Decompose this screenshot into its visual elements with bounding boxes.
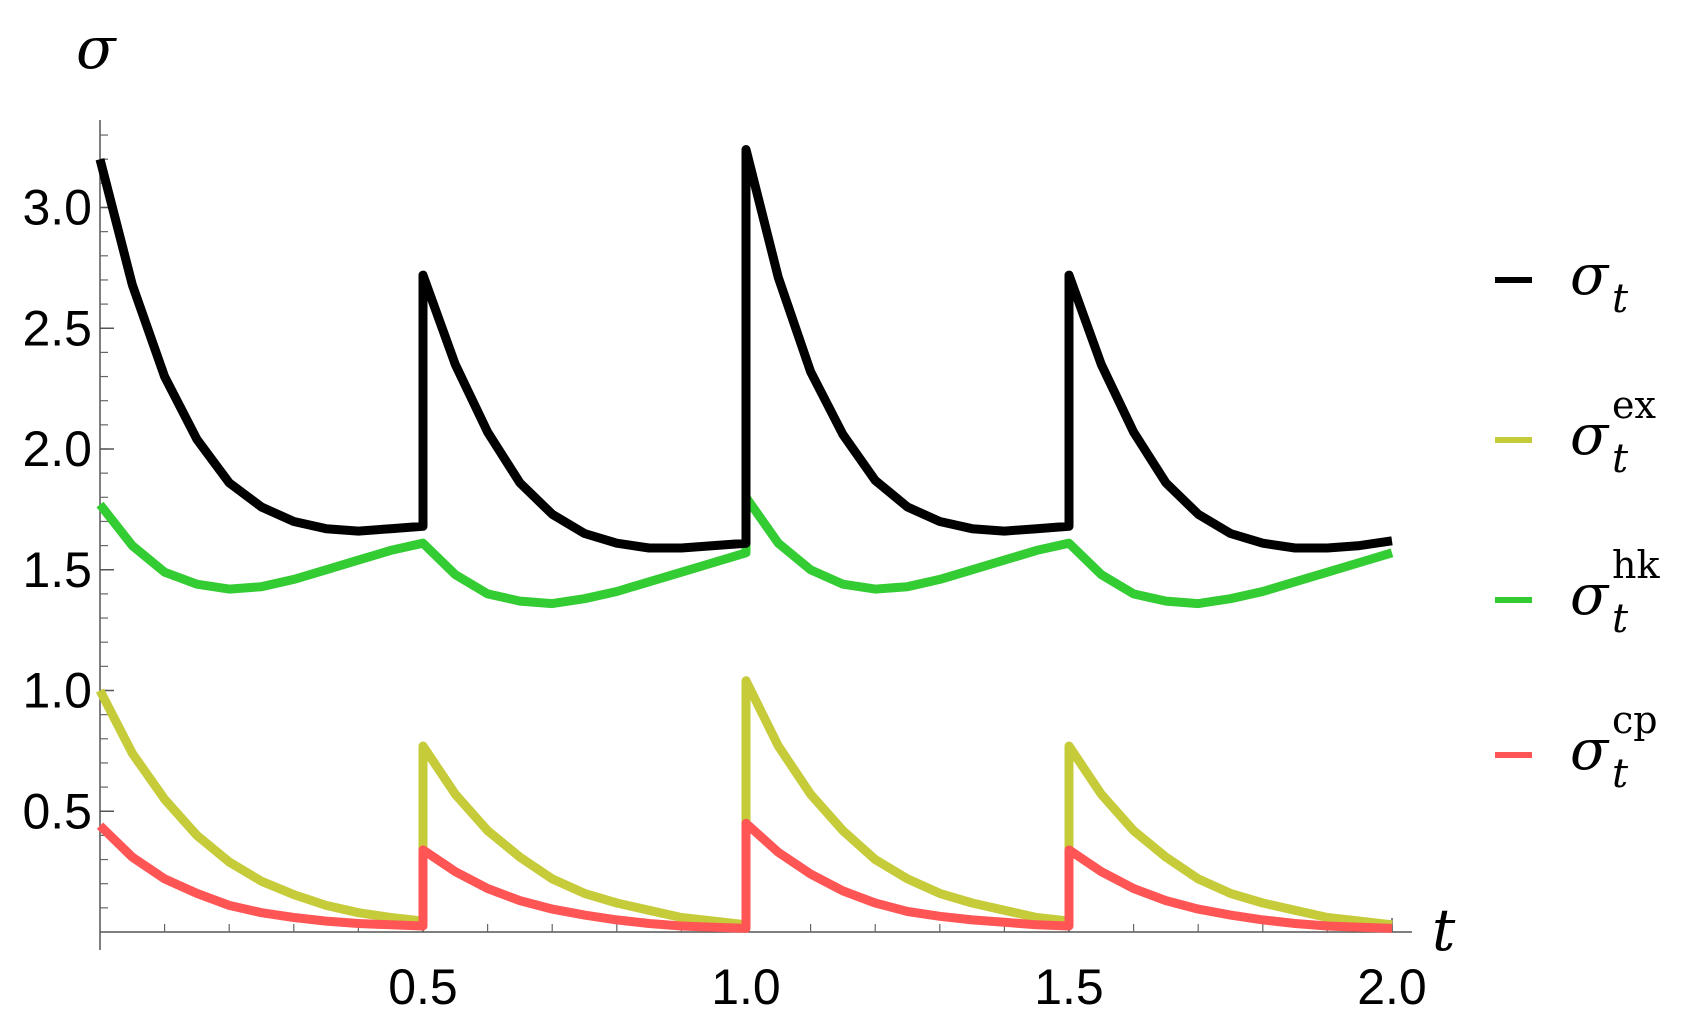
legend-subscript: t (1612, 276, 1629, 322)
y-tick-label: 2.5 (22, 300, 92, 356)
legend-subscript: t (1612, 436, 1629, 482)
y-ticks: 0.5 1.0 1.5 2.0 2.5 3.0 (22, 180, 114, 839)
legend-symbol: σ (1570, 243, 1610, 308)
legend-superscript: ex (1612, 383, 1656, 427)
legend-item: σ t cp (1495, 698, 1658, 797)
legend-superscript: hk (1612, 543, 1660, 587)
series-line-total (95, 145, 1393, 553)
x-ticks: 0.5 1.0 1.5 2.0 (388, 918, 1427, 1011)
x-tick-label: 0.5 (388, 959, 458, 1011)
x-tick-label: 2.0 (1357, 959, 1427, 1011)
y-tick-label: 3.0 (22, 180, 92, 236)
y-tick-label: 2.0 (22, 421, 92, 477)
x-tick-label: 1.5 (1034, 959, 1104, 1011)
y-tick-label: 0.5 (22, 783, 92, 839)
y-tick-label: 1.0 (22, 663, 92, 719)
legend-superscript: cp (1612, 698, 1658, 742)
y-tick-label: 1.5 (22, 542, 92, 598)
legend-symbol: σ (1570, 403, 1610, 468)
series-line-cp (96, 818, 1393, 933)
axes: 0.5 1.0 1.5 2.0 0.5 1.0 1.5 2.0 2.5 3.0 t σ (22, 14, 1456, 1011)
x-tick-label: 1.0 (711, 959, 781, 1011)
series-line-ex (95, 676, 1393, 930)
y-axis-label: σ (76, 14, 117, 82)
legend-symbol: σ (1570, 718, 1610, 783)
x-axis-label: t (1432, 896, 1456, 964)
series-layer (95, 145, 1394, 933)
legend-item: σ t hk (1495, 543, 1660, 642)
legend-subscript: t (1612, 751, 1629, 797)
legend-item: σ t ex (1495, 383, 1656, 482)
legend-subscript: t (1612, 596, 1629, 642)
legend-symbol: σ (1570, 563, 1610, 628)
